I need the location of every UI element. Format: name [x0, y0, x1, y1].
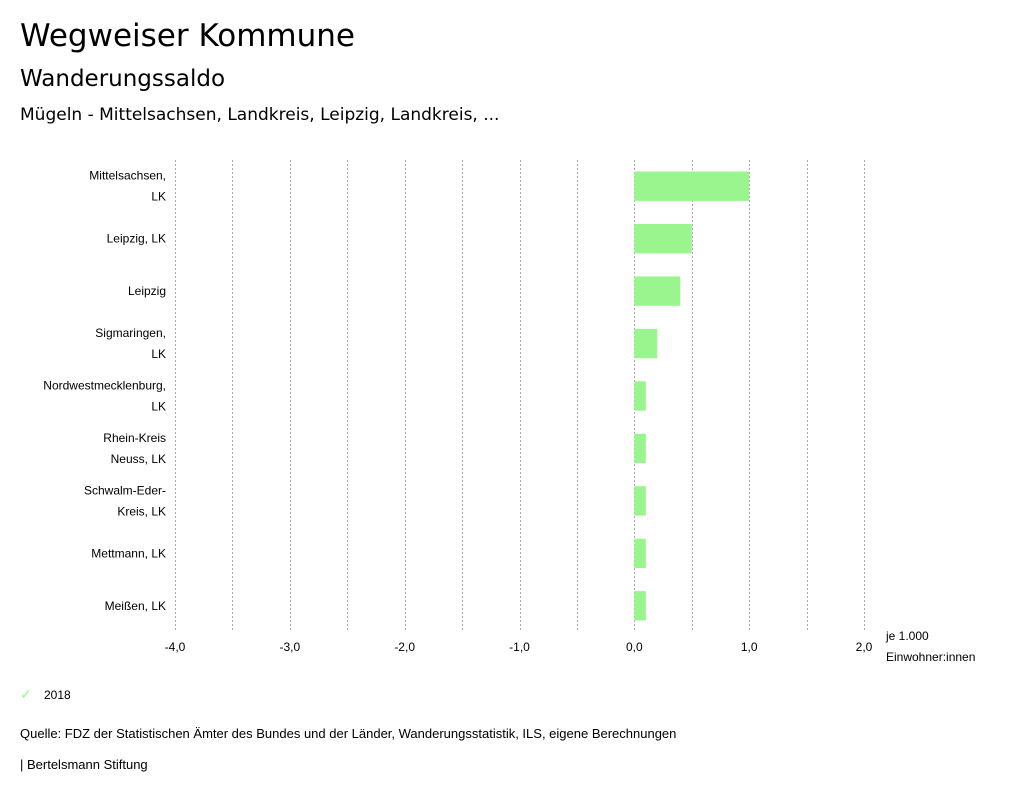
x-tick-label: 2,0 — [856, 640, 873, 654]
bar[interactable] — [634, 591, 646, 621]
legend[interactable]: ✓ 2018 — [20, 686, 71, 703]
x-tick-label: -2,0 — [394, 640, 415, 654]
unit-label: Einwohner:innen — [886, 650, 975, 664]
category-label: Rhein-Kreis — [103, 431, 166, 445]
x-tick-label: 1,0 — [741, 640, 758, 654]
category-label: LK — [151, 347, 166, 361]
category-label: Nordwestmecklenburg, — [43, 379, 166, 393]
bar[interactable] — [634, 538, 646, 569]
category-label: Leipzig — [128, 284, 166, 298]
chart-subtitle: Wanderungssaldo — [20, 66, 226, 92]
category-label: LK — [151, 190, 166, 204]
source-note: Quelle: FDZ der Statistischen Ämter des … — [20, 726, 677, 741]
region-selection: Mügeln - Mittelsachsen, Landkreis, Leipz… — [20, 105, 500, 125]
bar[interactable] — [634, 276, 681, 306]
category-label: Mettmann, LK — [91, 546, 166, 560]
x-tick-label: -3,0 — [279, 640, 300, 654]
category-label: Kreis, LK — [117, 504, 166, 518]
page-title: Wegweiser Kommune — [20, 18, 355, 54]
check-icon[interactable]: ✓ — [20, 686, 32, 702]
bar[interactable] — [634, 171, 750, 201]
bar[interactable] — [634, 223, 692, 254]
bar[interactable] — [634, 486, 646, 516]
category-label: Leipzig, LK — [107, 232, 166, 246]
x-tick-label: -4,0 — [165, 640, 186, 654]
bar[interactable] — [634, 328, 658, 359]
category-label: Neuss, LK — [111, 452, 166, 466]
x-tick-label: 0,0 — [626, 640, 643, 654]
category-label: Meißen, LK — [105, 599, 166, 613]
x-tick-label: -1,0 — [509, 640, 530, 654]
legend-label: 2018 — [44, 687, 71, 702]
bar[interactable] — [634, 381, 646, 411]
unit-label: je 1.000 — [885, 629, 929, 643]
category-label: Mittelsachsen, — [89, 169, 166, 183]
bar[interactable] — [634, 433, 646, 464]
category-label: Schwalm-Eder- — [84, 483, 166, 497]
category-label: LK — [151, 400, 166, 414]
brand-label: | Bertelsmann Stiftung — [20, 757, 148, 772]
bar-chart: Mittelsachsen, LK Leipzig, LK Leipzig Sigmar… — [43, 160, 975, 664]
category-label: Sigmaringen, — [95, 326, 166, 340]
